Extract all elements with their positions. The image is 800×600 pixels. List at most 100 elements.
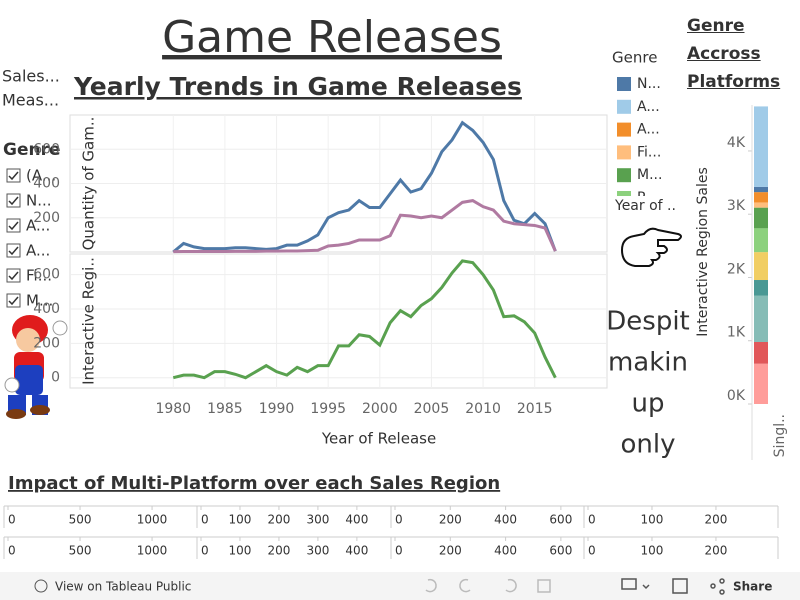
- x-tick-label: 400: [345, 513, 368, 527]
- pointing-hand-icon: [620, 227, 682, 267]
- x-tick-label: 300: [306, 513, 329, 527]
- bar-segment: [754, 280, 768, 296]
- x-tick-label: Singl..: [772, 414, 788, 457]
- x-tick-label: 200: [704, 544, 727, 558]
- checkbox: [6, 268, 21, 283]
- checkbox: [6, 218, 21, 233]
- view-link[interactable]: View on Tableau Public: [55, 580, 191, 594]
- x-tick-label: 1985: [207, 401, 243, 417]
- bar-segment: [754, 252, 768, 281]
- x-tick-label: 200: [267, 544, 290, 558]
- sidebar-label: Sales...: [2, 67, 60, 86]
- filter-title: Genre: [3, 140, 61, 160]
- legend-label: A...: [637, 99, 660, 115]
- x-tick-label: 0: [8, 544, 16, 558]
- bar-segment: [754, 186, 768, 193]
- checkbox: [6, 193, 21, 208]
- checkmark: [8, 171, 19, 181]
- x-tick-label: 100: [229, 513, 252, 527]
- checkbox: [6, 243, 21, 258]
- x-tick-label: 100: [641, 513, 664, 527]
- legend-label: M...: [637, 167, 662, 183]
- x-tick-label: 2010: [465, 401, 501, 417]
- x-tick-label: 0: [201, 544, 209, 558]
- checkmark: [8, 271, 19, 281]
- filter-item: A...: [26, 217, 50, 235]
- y-tick-label: 0K: [727, 388, 746, 404]
- x-tick-label: 200: [704, 513, 727, 527]
- x-tick-label: 0: [395, 544, 403, 558]
- x-tick-label: 300: [306, 544, 329, 558]
- x-tick-label: 2005: [414, 401, 450, 417]
- x-tick-label: 1000: [137, 544, 168, 558]
- checkmark: [8, 296, 19, 306]
- y-tick-label: 1K: [727, 325, 746, 341]
- annotation-text: only: [621, 430, 676, 460]
- y-axis-label: Interactive Regi..: [80, 257, 98, 385]
- legend-label: A...: [637, 122, 660, 138]
- x-tick-label: 0: [588, 544, 596, 558]
- y-axis-label: Interactive Region Sales: [695, 167, 711, 337]
- bar-segment: [754, 228, 768, 253]
- x-tick-label: 500: [69, 513, 92, 527]
- x-tick-label: 600: [549, 544, 572, 558]
- x-tick-label: 400: [494, 513, 517, 527]
- legend-swatch: [617, 168, 631, 183]
- x-tick-label: 100: [641, 544, 664, 558]
- x-tick-label: 0: [395, 513, 403, 527]
- x-tick-label: 0: [8, 513, 16, 527]
- checkmark: [8, 221, 19, 231]
- chart-title: Genre Accross Platforms: [687, 16, 781, 92]
- annotation-bg: [608, 196, 688, 218]
- page-title: Game Releases: [162, 12, 502, 63]
- checkbox: [6, 168, 21, 183]
- x-tick-label: 600: [549, 513, 572, 527]
- y-tick-label: 3K: [727, 198, 746, 214]
- x-tick-label: 0: [201, 513, 209, 527]
- x-tick-label: 1990: [259, 401, 295, 417]
- legend-swatch: [617, 145, 631, 160]
- annotation-text: makin: [608, 348, 688, 378]
- y-tick-label: 2K: [727, 261, 746, 277]
- legend-swatch: [617, 122, 631, 137]
- y-tick-label: 200: [33, 335, 60, 351]
- y-axis-label: Quantity of Gam..: [80, 117, 98, 251]
- bar-segment: [754, 295, 768, 343]
- legend-title: Genre: [612, 49, 657, 67]
- y-tick-label: 400: [33, 176, 60, 192]
- character-image: [4, 315, 68, 419]
- toolbar-icons: [425, 578, 551, 593]
- x-axis-label: Year of Release: [321, 430, 436, 448]
- annotation-label: Year of ..: [614, 198, 676, 214]
- annotation-text: Despit: [606, 307, 689, 337]
- filter-item: Fi...: [26, 267, 52, 285]
- share-button[interactable]: Share: [733, 580, 772, 594]
- bar-segment: [754, 207, 768, 229]
- line-series: [172, 120, 557, 254]
- x-tick-label: 500: [69, 544, 92, 558]
- legend-label: N...: [637, 76, 661, 92]
- panel-frame: [69, 253, 608, 389]
- toolbar: [0, 572, 800, 600]
- legend-label: Fi...: [637, 144, 661, 160]
- x-tick-label: 0: [588, 513, 596, 527]
- bar-segment: [754, 106, 768, 187]
- x-tick-label: 1000: [137, 513, 168, 527]
- bar-segment: [754, 363, 768, 404]
- chart-title: Impact of Multi-Platform over each Sales…: [8, 473, 500, 494]
- y-tick-label: 600: [33, 267, 60, 283]
- filter-item: N...: [26, 192, 52, 210]
- x-tick-label: 400: [345, 544, 368, 558]
- filter-item: A...: [26, 242, 50, 260]
- y-tick-label: 0: [51, 370, 60, 386]
- y-tick-label: 400: [33, 301, 60, 317]
- line-series: [173, 199, 557, 254]
- x-tick-label: 2015: [517, 401, 553, 417]
- sidebar-label: Meas...: [2, 91, 59, 110]
- y-tick-label: 4K: [727, 135, 746, 151]
- x-tick-label: 400: [494, 544, 517, 558]
- x-tick-label: 200: [439, 513, 462, 527]
- bar-segment: [754, 192, 768, 203]
